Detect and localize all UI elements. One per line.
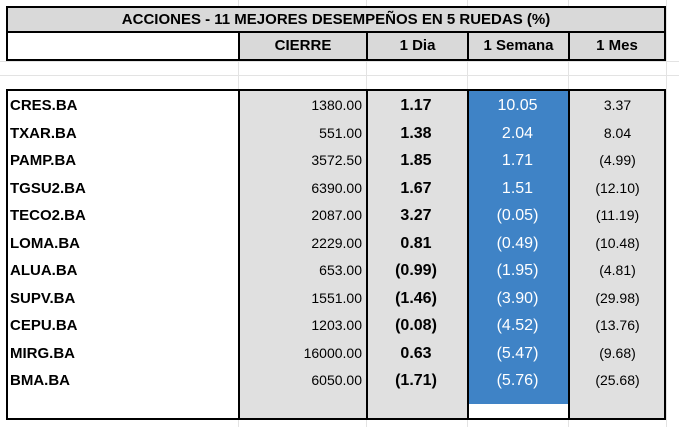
week-change-cell: (5.47)	[496, 344, 539, 362]
table-row: LOMA.BA 2229.00 0.81 (0.49) (10.48)	[0, 230, 679, 258]
header-close: CIERRE	[238, 33, 368, 61]
ticker-cell: LOMA.BA	[10, 234, 80, 252]
day-change-cell: 1.38	[400, 124, 432, 142]
header-name	[6, 33, 240, 61]
close-cell: 16000.00	[303, 344, 362, 361]
column-separator	[238, 89, 240, 420]
gridline	[666, 0, 667, 427]
day-change-cell: 3.27	[400, 207, 432, 224]
day-change-cell: (0.99)	[395, 262, 437, 279]
close-cell: 6390.00	[311, 179, 362, 196]
close-cell: 6050.00	[311, 372, 362, 388]
ticker-cell: PAMP.BA	[10, 152, 77, 169]
ticker-cell: SUPV.BA	[10, 289, 76, 307]
table-body-frame	[6, 89, 666, 420]
table-row: TGSU2.BA 6390.00 1.67 1.51 (12.10)	[0, 175, 679, 203]
week-column-bg	[469, 91, 568, 404]
table-title: ACCIONES - 11 MEJORES DESEMPEÑOS EN 5 RU…	[6, 6, 666, 33]
week-change-cell: (3.90)	[496, 289, 539, 307]
column-separator	[568, 89, 570, 420]
header-month: 1 Mes	[568, 33, 666, 61]
table-row: TECO2.BA 2087.00 3.27 (0.05) (11.19)	[0, 202, 679, 230]
week-change-cell: 1.71	[501, 152, 534, 169]
column-separator	[366, 89, 368, 420]
header-day: 1 Dia	[366, 33, 469, 61]
day-change-cell: 1.17	[400, 97, 432, 114]
week-change-cell: (5.76)	[496, 372, 539, 389]
table-row: SUPV.BA 1551.00 (1.46) (3.90) (29.98)	[0, 285, 679, 313]
day-change-cell: 0.63	[400, 344, 432, 362]
day-column-bg	[368, 91, 467, 418]
month-change-cell: (25.68)	[595, 372, 640, 388]
month-change-cell: 3.37	[603, 97, 632, 113]
ticker-cell: CRES.BA	[10, 97, 78, 114]
close-cell: 2087.00	[311, 207, 362, 223]
month-change-cell: (4.99)	[599, 152, 636, 168]
close-column-bg	[240, 91, 366, 418]
table-row: MIRG.BA 16000.00 0.63 (5.47) (9.68)	[0, 340, 679, 368]
table-row: ALUA.BA 653.00 (0.99) (1.95) (4.81)	[0, 257, 679, 285]
ticker-cell: TECO2.BA	[10, 207, 86, 224]
day-change-cell: (1.71)	[395, 372, 437, 389]
month-change-cell: (13.76)	[595, 317, 640, 333]
month-change-cell: (11.19)	[595, 207, 640, 223]
close-cell: 3572.50	[311, 152, 362, 168]
table-row: CEPU.BA 1203.00 (0.08) (4.52) (13.76)	[0, 312, 679, 340]
column-separator	[467, 89, 469, 420]
day-change-cell: (1.46)	[395, 289, 437, 307]
ticker-cell: TXAR.BA	[10, 124, 77, 142]
week-change-cell: 1.51	[501, 179, 534, 197]
gridline	[0, 61, 679, 62]
close-cell: 1380.00	[311, 97, 362, 113]
close-cell: 551.00	[319, 124, 362, 141]
table-row: CRES.BA 1380.00 1.17 10.05 3.37	[0, 92, 679, 120]
week-change-cell: (4.52)	[496, 317, 539, 334]
month-change-cell: 8.04	[603, 124, 632, 141]
day-change-cell: 1.67	[400, 179, 432, 197]
day-change-cell: (0.08)	[395, 317, 437, 334]
week-change-cell: 10.05	[497, 97, 538, 114]
ticker-cell: TGSU2.BA	[10, 179, 86, 197]
week-change-cell: (1.95)	[496, 262, 539, 279]
table-row: BMA.BA 6050.00 (1.71) (5.76) (25.68)	[0, 367, 679, 395]
table-row: TXAR.BA 551.00 1.38 2.04 8.04	[0, 120, 679, 148]
month-change-cell: (29.98)	[595, 289, 640, 306]
close-cell: 653.00	[319, 262, 362, 278]
header-week: 1 Semana	[467, 33, 570, 61]
gridline	[0, 75, 679, 76]
day-change-cell: 0.81	[400, 234, 432, 252]
close-cell: 2229.00	[311, 234, 362, 251]
week-change-cell: (0.05)	[496, 207, 539, 224]
day-change-cell: 1.85	[400, 152, 432, 169]
close-cell: 1203.00	[311, 317, 362, 333]
ticker-cell: CEPU.BA	[10, 317, 78, 334]
month-change-cell: (9.68)	[599, 344, 636, 361]
table-row: PAMP.BA 3572.50 1.85 1.71 (4.99)	[0, 147, 679, 175]
month-change-cell: (12.10)	[595, 179, 640, 196]
ticker-cell: BMA.BA	[10, 372, 70, 389]
month-change-cell: (4.81)	[599, 262, 636, 278]
week-change-cell: 2.04	[501, 124, 534, 142]
week-change-cell: (0.49)	[496, 234, 539, 252]
month-column-bg	[570, 91, 664, 418]
month-change-cell: (10.48)	[595, 234, 640, 251]
ticker-cell: MIRG.BA	[10, 344, 75, 362]
close-cell: 1551.00	[311, 289, 362, 306]
ticker-cell: ALUA.BA	[10, 262, 78, 279]
